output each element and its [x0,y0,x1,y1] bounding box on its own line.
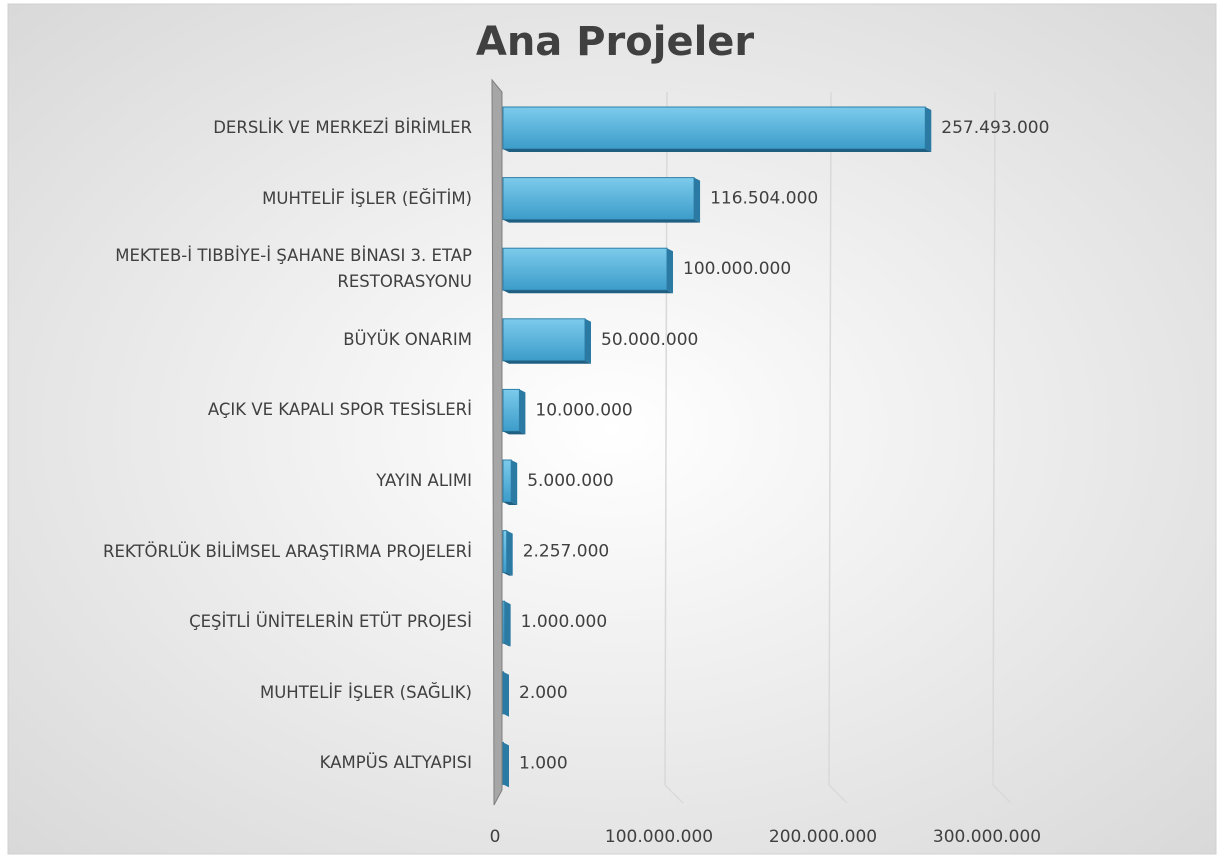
bar-bottom [503,784,510,788]
bar-side [925,107,932,152]
data-label: 50.000.000 [601,330,698,350]
y-tick-label: ÇEŞİTLİ ÜNİTELERİN ETÜT PROJESİ [189,612,472,632]
bar-bottom [503,502,518,505]
bar-side [506,530,513,576]
bar-side [503,742,510,788]
y-tick-label: AÇIK VE KAPALI SPOR TESİSLERİ [207,400,472,420]
data-label: 1.000 [519,753,568,773]
data-label: 10.000.000 [535,400,632,420]
x-tick-label: 300.000.000 [933,827,1041,847]
y-tick-label: YAYIN ALIMI [376,471,472,490]
x-tick-label: 100.000.000 [605,827,713,847]
bar-bottom [503,431,526,435]
y-tick-label: MUHTELİF İŞLER (SAĞLIK) [259,682,472,702]
bar [502,177,695,221]
bar-side [504,601,511,647]
bar [502,530,508,574]
bar-side [667,248,673,294]
chart-title: Ana Projeler [476,19,755,65]
bar-side [585,318,591,364]
bar-bottom [503,572,513,576]
bar-bottom [503,149,932,152]
bar-side [694,177,701,223]
bar-bottom [503,360,591,364]
axis-wall [491,78,503,806]
y-tick-label: REKTÖRLÜK BİLİMSEL ARAŞTIRMA PROJELERİ [103,541,472,561]
bar-bottom [503,219,701,223]
y-tick-label: MUHTELİF İŞLER (EĞİTİM) [262,188,472,208]
data-label: 100.000.000 [683,259,791,279]
data-label: 5.000.000 [527,471,614,491]
x-tick-label: 0 [490,827,501,847]
y-tick-label: KAMPÜS ALTYAPISI [319,753,472,773]
bar-side [511,460,518,505]
y-tick-label: BÜYÜK ONARIM [343,329,472,349]
bar-bottom [503,713,510,717]
grid-line [828,784,848,804]
data-label: 2.257.000 [523,542,610,562]
grid-line [992,784,1012,804]
grid-line [828,91,832,786]
y-tick-label: DERSLİK VE MERKEZİ BİRİMLER [213,118,472,137]
bar-side [503,671,510,717]
bar [502,600,506,644]
bar [502,247,668,291]
bar-side [519,389,526,435]
bar [502,106,926,150]
bar-bottom [503,643,511,647]
bar [502,318,586,362]
x-tick-label: 200.000.000 [769,827,877,847]
grid-line [664,784,684,804]
bar [502,388,520,432]
data-label: 257.493.000 [941,118,1049,138]
bar [502,459,512,503]
bar-bottom [503,290,673,294]
grid-line [992,91,996,786]
data-label: 2.000 [519,683,568,703]
data-label: 116.504.000 [710,189,818,209]
data-label: 1.000.000 [521,612,608,632]
y-tick-label: MEKTEB-İ TIBBİYE-İ ŞAHANE BİNASI 3. ETAP… [115,246,472,292]
